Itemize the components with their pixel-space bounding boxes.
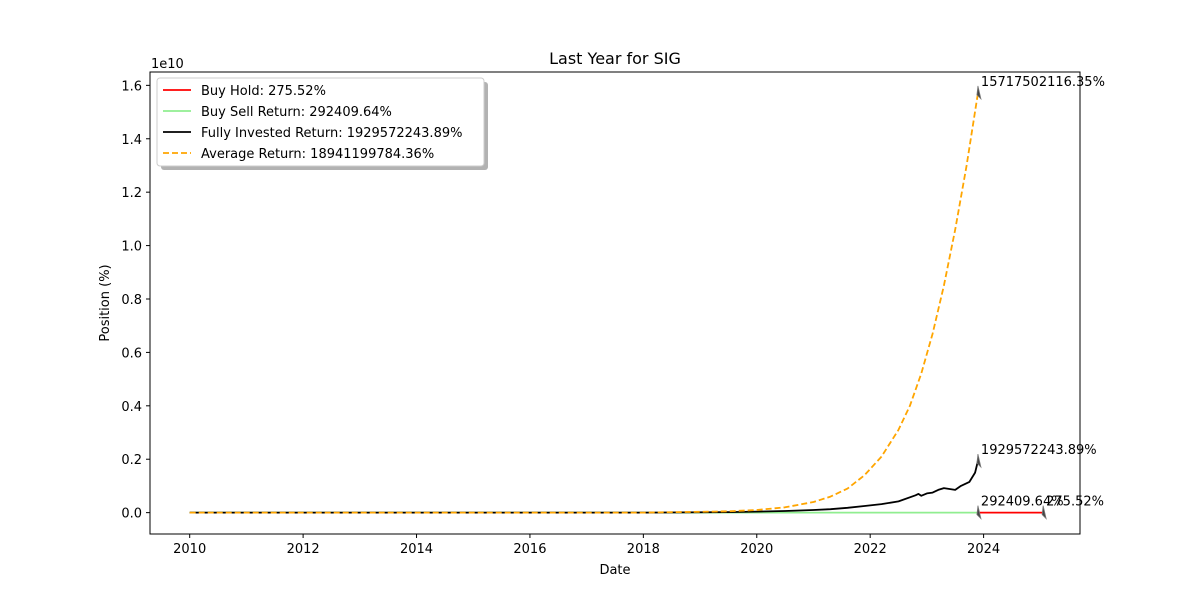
y-scale-label: 1e10 [151,57,184,72]
x-tick-label: 2022 [854,542,887,557]
x-tick-label: 2014 [400,542,433,557]
y-tick-label: 0.8 [121,293,142,308]
y-axis-label: Position (%) [98,264,113,341]
legend-label: Buy Hold: 275.52% [201,84,326,99]
annotation-arrow [1041,505,1047,520]
x-tick-label: 2024 [967,542,1000,557]
x-tick-label: 2012 [287,542,320,557]
legend-label: Fully Invested Return: 1929572243.89% [201,126,462,141]
annotation-arrow [976,505,982,520]
annotation-arrow [976,454,982,469]
annotation-label: 1929572243.89% [981,443,1097,458]
y-tick-label: 1.6 [121,79,142,94]
x-tick-label: 2020 [740,542,773,557]
x-tick-label: 2010 [173,542,206,557]
x-axis-label: Date [599,563,630,578]
x-tick-label: 2016 [513,542,546,557]
legend-label: Buy Sell Return: 292409.64% [201,105,392,120]
legend: Buy Hold: 275.52% Buy Sell Return: 292409… [156,77,488,170]
x-tick-label: 2018 [627,542,660,557]
annotation-label: 275.52% [1046,495,1104,510]
y-tick-label: 0.6 [121,346,142,361]
annotation-label: 15717502116.35% [981,75,1105,90]
y-tick-label: 0.2 [121,453,142,468]
y-tick-label: 1.0 [121,240,142,255]
y-tick-label: 1.4 [121,133,142,148]
legend-box [156,77,485,167]
chart-title: Last Year for SIG [549,49,681,68]
series-line-3 [189,93,979,514]
legend-label: Average Return: 18941199784.36% [201,147,434,162]
y-tick-label: 0.4 [121,400,142,415]
series-line-2 [189,460,979,514]
plot-frame [149,71,1081,535]
y-tick-label: 1.2 [121,186,142,201]
annotation-arrow [976,85,982,101]
y-tick-label: 0.0 [121,507,142,522]
